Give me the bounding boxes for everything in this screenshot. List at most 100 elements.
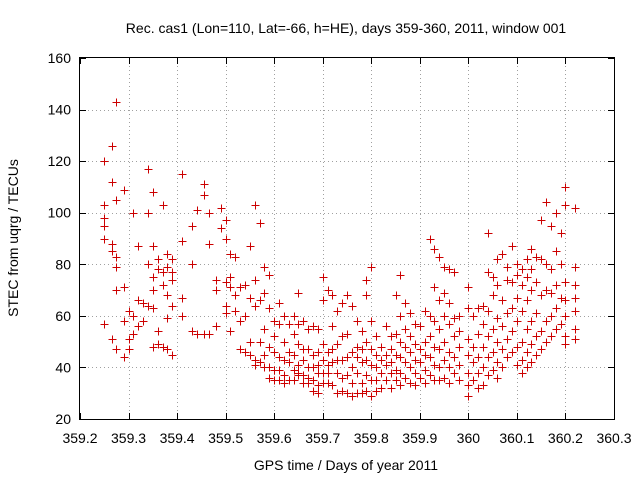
data-point bbox=[149, 304, 158, 313]
data-point bbox=[338, 299, 347, 308]
data-point bbox=[406, 379, 415, 388]
data-point bbox=[377, 343, 386, 352]
data-point bbox=[523, 363, 532, 372]
data-point bbox=[557, 294, 566, 303]
data-point bbox=[343, 389, 352, 398]
data-point bbox=[571, 335, 580, 344]
data-point bbox=[416, 358, 425, 367]
data-point bbox=[338, 387, 347, 396]
data-point bbox=[489, 366, 498, 375]
data-point bbox=[154, 265, 163, 274]
data-point bbox=[382, 361, 391, 370]
data-point bbox=[489, 325, 498, 334]
data-point bbox=[367, 361, 376, 370]
y-tick-label: 140 bbox=[48, 102, 72, 118]
data-point bbox=[513, 361, 522, 370]
data-point bbox=[168, 255, 177, 264]
data-point bbox=[561, 340, 570, 349]
data-point bbox=[222, 302, 231, 311]
data-point bbox=[260, 289, 269, 298]
data-point bbox=[294, 289, 303, 298]
data-point bbox=[377, 356, 386, 365]
x-tick-label: 359.7 bbox=[305, 430, 340, 446]
data-point bbox=[464, 392, 473, 401]
data-point bbox=[108, 142, 117, 151]
data-point bbox=[372, 332, 381, 341]
data-point bbox=[557, 229, 566, 238]
data-point bbox=[392, 330, 401, 339]
y-tick-label: 40 bbox=[55, 359, 71, 375]
x-tick-label: 359.4 bbox=[160, 430, 195, 446]
data-point bbox=[387, 384, 396, 393]
data-point bbox=[435, 363, 444, 372]
data-point bbox=[294, 340, 303, 349]
data-point bbox=[108, 240, 117, 249]
data-point bbox=[547, 312, 556, 321]
data-point bbox=[474, 384, 483, 393]
data-point bbox=[358, 358, 367, 367]
x-axis-label: GPS time / Days of year 2011 bbox=[254, 457, 438, 473]
data-point bbox=[251, 201, 260, 210]
data-point bbox=[241, 348, 250, 357]
data-point bbox=[484, 332, 493, 341]
data-point bbox=[372, 387, 381, 396]
data-point bbox=[392, 351, 401, 360]
data-point bbox=[382, 351, 391, 360]
data-point bbox=[377, 384, 386, 393]
data-point bbox=[217, 204, 226, 213]
data-point bbox=[421, 338, 430, 347]
data-point bbox=[265, 304, 274, 313]
data-point bbox=[353, 369, 362, 378]
data-point bbox=[411, 340, 420, 349]
data-point bbox=[251, 302, 260, 311]
data-point bbox=[290, 351, 299, 360]
y-tick-label: 120 bbox=[48, 153, 72, 169]
data-point bbox=[377, 369, 386, 378]
data-point bbox=[333, 389, 342, 398]
data-point bbox=[464, 351, 473, 360]
data-point bbox=[493, 358, 502, 367]
data-point bbox=[343, 353, 352, 362]
data-point bbox=[154, 327, 163, 336]
data-point bbox=[304, 345, 313, 354]
y-tick-label: 100 bbox=[48, 205, 72, 221]
data-point bbox=[280, 379, 289, 388]
data-point bbox=[367, 317, 376, 326]
data-point bbox=[426, 332, 435, 341]
axis-ticks bbox=[80, 58, 615, 420]
data-point bbox=[523, 348, 532, 357]
data-point bbox=[319, 273, 328, 282]
data-point bbox=[367, 263, 376, 272]
data-point bbox=[469, 376, 478, 385]
data-point bbox=[144, 260, 153, 269]
data-point bbox=[149, 273, 158, 282]
data-point bbox=[108, 247, 117, 256]
data-point bbox=[382, 322, 391, 331]
data-point bbox=[493, 255, 502, 264]
x-tick-label: 360.2 bbox=[548, 430, 583, 446]
data-point bbox=[455, 361, 464, 370]
data-point bbox=[513, 294, 522, 303]
data-point bbox=[508, 304, 517, 313]
data-point bbox=[362, 338, 371, 347]
data-point bbox=[265, 374, 274, 383]
data-point bbox=[421, 379, 430, 388]
x-tick-label: 360.1 bbox=[499, 430, 534, 446]
data-point bbox=[348, 379, 357, 388]
data-point bbox=[299, 371, 308, 380]
data-point bbox=[358, 389, 367, 398]
data-point bbox=[450, 314, 459, 323]
data-point bbox=[348, 302, 357, 311]
tick-labels: 359.2 359.3 359.4 359.5 359.6 359.7 359.8 359.9… bbox=[48, 50, 632, 446]
data-point bbox=[484, 268, 493, 277]
data-point bbox=[309, 363, 318, 372]
data-point bbox=[430, 361, 439, 370]
data-point bbox=[246, 338, 255, 347]
data-point bbox=[430, 283, 439, 292]
data-point bbox=[333, 340, 342, 349]
data-point bbox=[260, 351, 269, 360]
data-point bbox=[552, 247, 561, 256]
data-point bbox=[222, 235, 231, 244]
data-point bbox=[474, 369, 483, 378]
data-point bbox=[498, 363, 507, 372]
